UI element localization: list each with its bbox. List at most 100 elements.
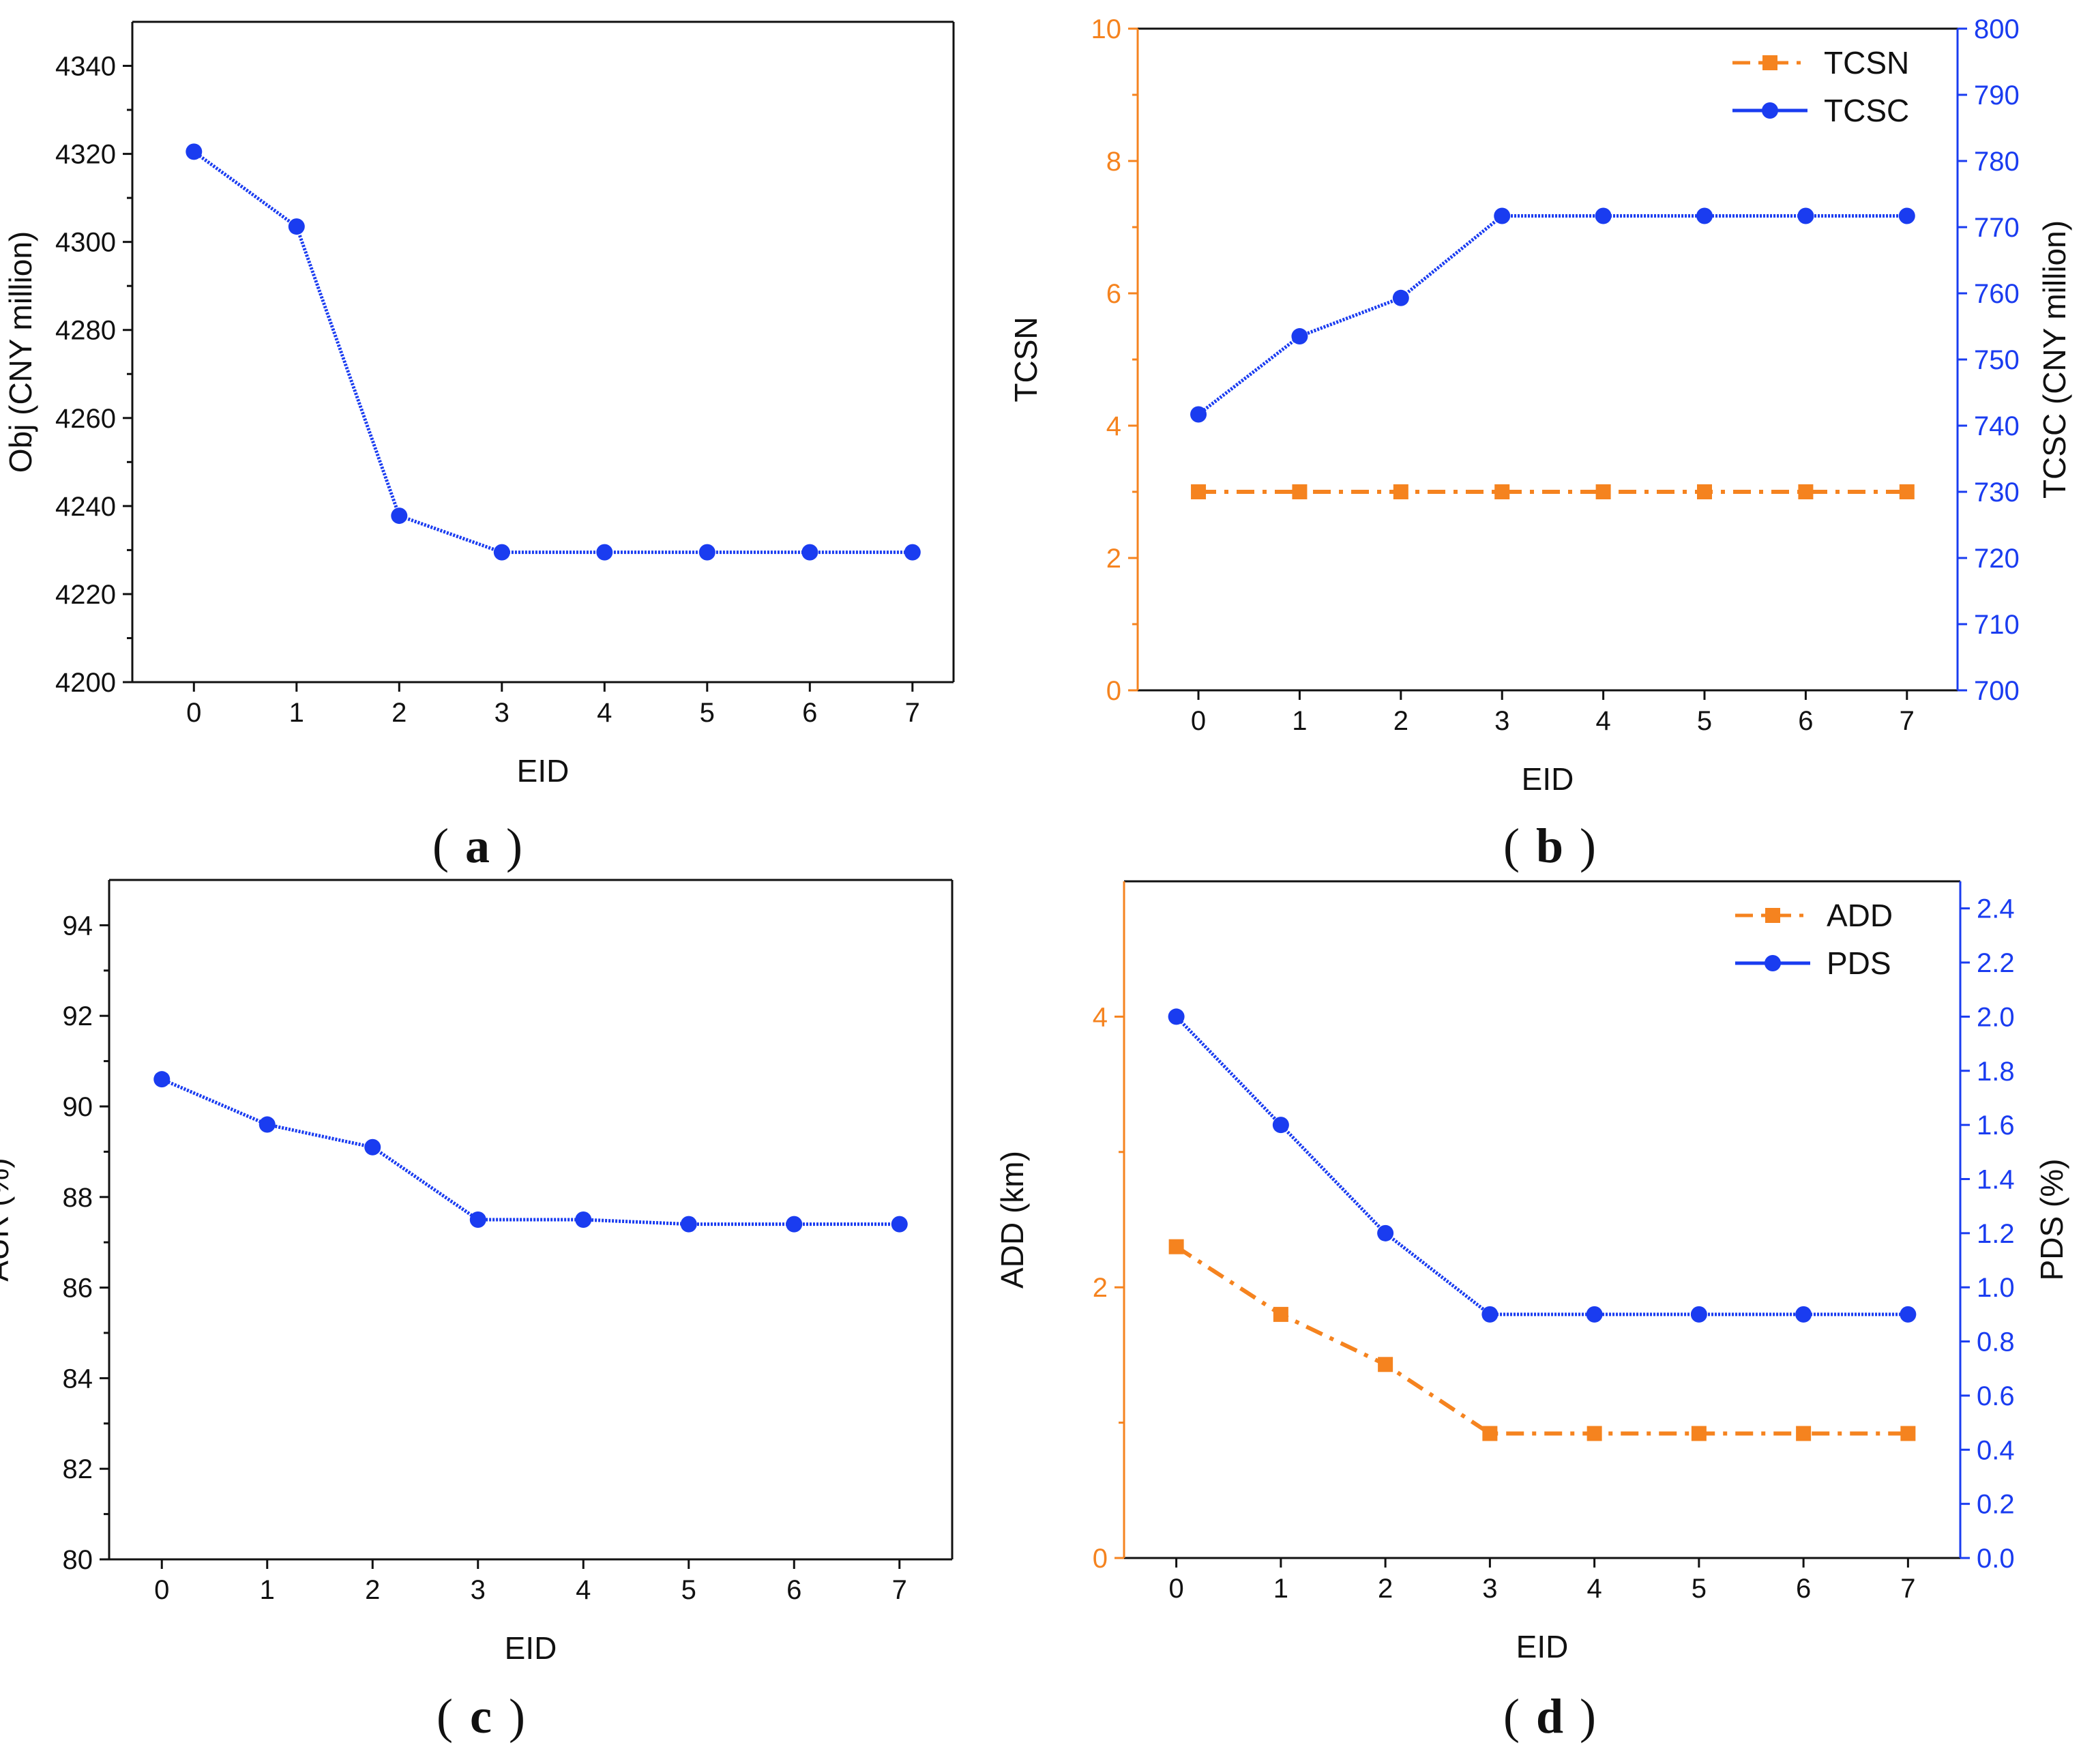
x-tick-label: 0 [186,698,201,728]
panel-d-close-paren: ) [1580,1689,1596,1744]
y-tick-label: 4200 [55,668,116,698]
x-axis-label: EID [1516,1629,1569,1664]
data-point-square [1292,484,1308,499]
x-tick-label: 1 [1273,1574,1288,1604]
data-point-circle [1586,1306,1603,1323]
y2-tick-label: 700 [1974,676,2020,706]
data-point-circle [1494,207,1511,224]
data-point-square [1796,1426,1812,1441]
y-tick-label: 4220 [55,580,116,610]
data-point-square [1482,1426,1498,1441]
data-point-circle [469,1211,486,1228]
legend-label-tcsc: TCSC [1824,93,1909,128]
y2-tick-label: 720 [1974,544,2020,574]
x-tick-label: 7 [1900,1574,1915,1604]
data-point-circle [698,544,715,561]
data-point-square [1595,484,1611,499]
x-tick-label: 3 [1482,1574,1497,1604]
data-point-square [1899,484,1915,499]
y-tick-label: 4300 [55,228,116,258]
data-point-square [1378,1357,1393,1372]
x-axis-label: EID [1522,761,1574,797]
legend-marker-circle [1765,955,1781,971]
data-point-circle [1797,207,1814,224]
panel-b-caption: b [1536,819,1563,873]
panel-d-caption: d [1536,1689,1563,1744]
x-tick-label: 2 [392,698,407,728]
x-tick-label: 5 [1692,1574,1707,1604]
legend-marker-square [1762,55,1777,70]
x-tick-label: 3 [1494,706,1509,736]
data-point-circle [186,143,203,160]
data-point-circle [364,1138,381,1156]
x-axis-label: EID [517,753,570,789]
data-point-circle [1898,207,1915,224]
y-tick-label: 4240 [55,492,116,522]
legend-label-pds: PDS [1827,945,1891,981]
y-tick-label: 90 [63,1092,93,1122]
x-tick-label: 0 [1191,706,1206,736]
panel-a-open-paren: ( [432,819,449,873]
x-axis-label: EID [505,1630,557,1666]
x-tick-label: 1 [260,1575,275,1605]
data-point-square [1273,1306,1288,1322]
panel-b-close-paren: ) [1580,819,1596,873]
panel-a-caption: a [465,819,490,873]
x-tick-label: 6 [1798,706,1813,736]
y2-tick-label: 790 [1974,80,2020,111]
y-tick-label: 0 [1106,676,1121,706]
y2-tick-label: 730 [1974,477,2020,508]
data-point-circle [1481,1306,1499,1323]
data-point-square [1393,484,1408,499]
data-point-square [1691,1426,1707,1441]
y-tick-label: 82 [63,1454,93,1484]
x-tick-label: 5 [700,698,715,728]
data-point-square [1798,484,1814,499]
series-line-tcsc [1197,214,1907,416]
plots-layer: 0 1 2 3 4 5 6 7EID42004220424042604280430043204… [0,14,2072,1666]
panel-c-caption: c [470,1689,492,1744]
panel-d-open-paren: ( [1503,1689,1520,1744]
data-point-circle [153,1071,171,1088]
y-tick-label: 86 [63,1274,93,1304]
legend-marker-square [1765,908,1780,923]
data-point-circle [1900,1306,1917,1323]
y2-tick-label: 0.0 [1977,1544,2015,1574]
y-tick-label: 88 [63,1183,93,1213]
y2-tick-label: 0.4 [1977,1435,2015,1465]
legend-label-tcsn: TCSN [1824,45,1909,80]
x-tick-label: 4 [1595,706,1610,736]
data-point-circle [1795,1306,1812,1323]
chart-c: 0 1 2 3 4 5 6 7 EID 80 82 84 86 88 90 92 94 AUR (%) [0,879,954,1666]
y2-tick-label: 770 [1974,213,2020,243]
data-point-square [1494,484,1510,499]
series-line-aur [161,1077,900,1226]
x-tick-label: 2 [365,1575,380,1605]
y2-tick-label: 780 [1974,147,2020,177]
y2-tick-label: 2.0 [1977,1002,2015,1032]
y2-tick-label: 1.6 [1977,1111,2015,1141]
chart-b: 0 1 2 3 4 5 6 7 EID 0 2 4 6 8 10 TCSN 700 710 720 730 740 750… [1008,14,2072,797]
y2-tick-label: 2.4 [1977,894,2015,924]
data-point-circle [680,1216,697,1233]
data-point-circle [786,1216,803,1233]
data-point-circle [596,544,613,561]
data-point-circle [259,1116,276,1133]
x-tick-label: 5 [681,1575,696,1605]
x-tick-label: 6 [802,698,817,728]
data-point-circle [904,544,921,561]
y2-axis-label: TCSC (CNY million) [2037,220,2072,499]
x-tick-label: 2 [1378,1574,1393,1604]
legend-label-add: ADD [1827,898,1893,933]
data-point-circle [801,544,818,561]
y2-tick-label: 800 [1974,14,2020,44]
y2-tick-label: 0.8 [1977,1327,2015,1357]
panel-b-open-paren: ( [1503,819,1520,873]
data-point-circle [1690,1306,1707,1323]
y-tick-label: 80 [63,1545,93,1575]
y2-tick-label: 1.0 [1977,1273,2015,1303]
data-point-circle [1190,406,1207,423]
y-axis-label: TCSN [1008,317,1044,402]
panel-c-close-paren: ) [509,1689,525,1744]
x-tick-label: 7 [892,1575,907,1605]
